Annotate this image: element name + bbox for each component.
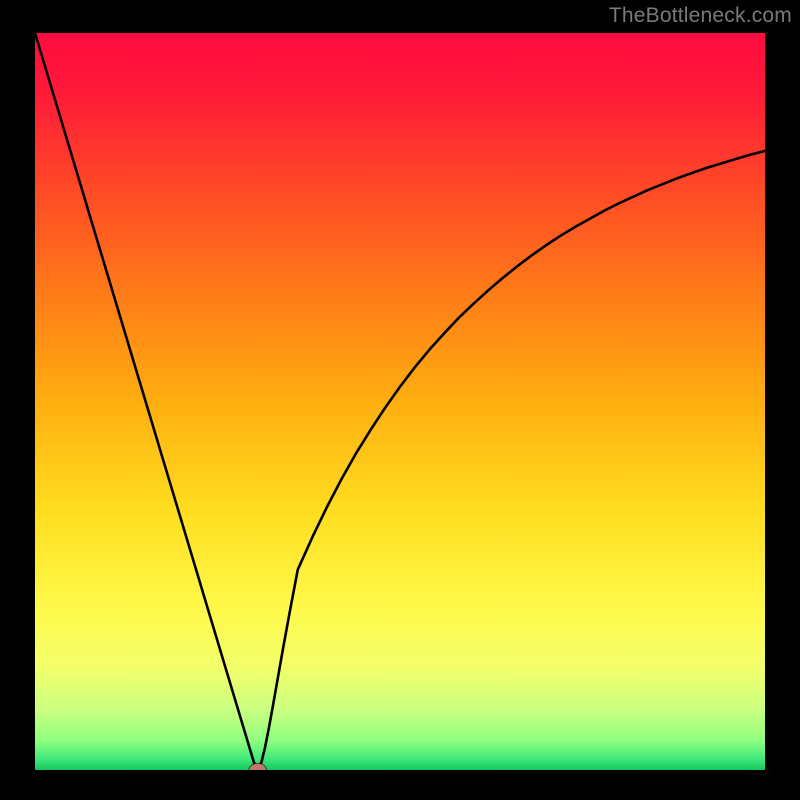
watermark-text: TheBottleneck.com [609, 0, 800, 28]
bottleneck-chart [0, 0, 800, 800]
chart-stage: TheBottleneck.com [0, 0, 800, 800]
